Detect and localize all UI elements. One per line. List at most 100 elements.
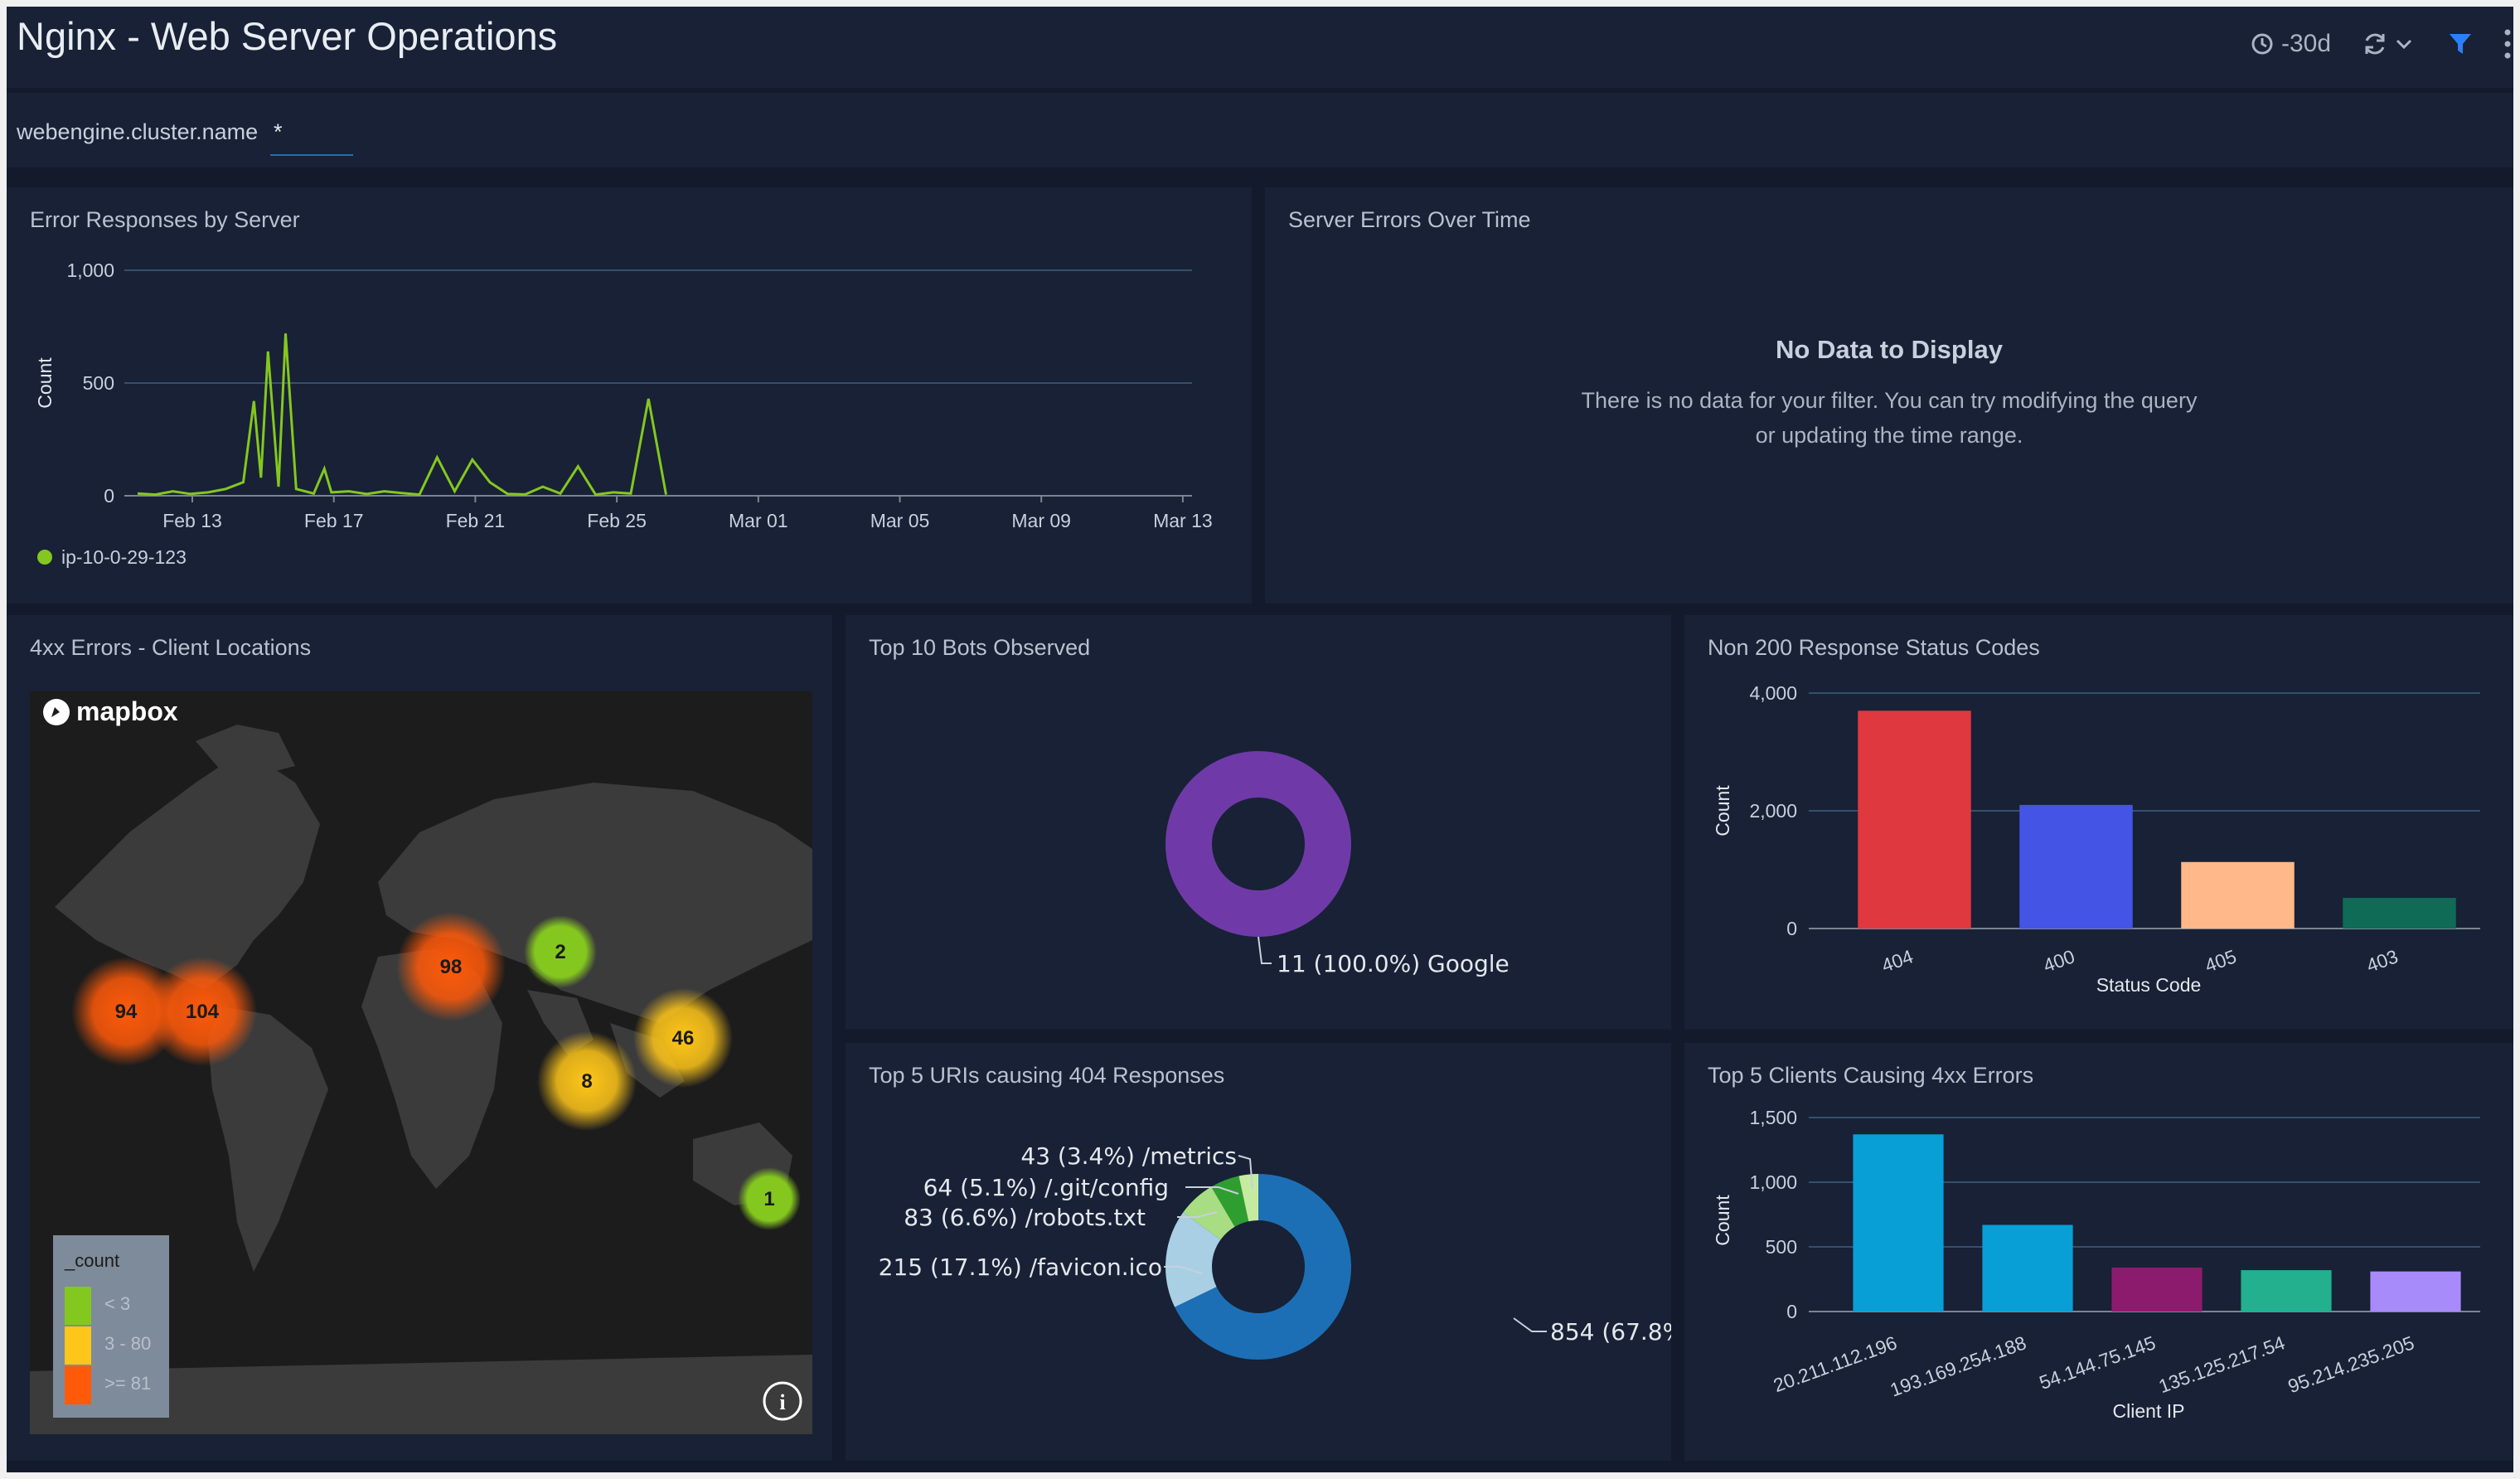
x-tick-label: Mar 05	[870, 510, 930, 531]
bar[interactable]	[2343, 898, 2456, 929]
slice-label: 215 (17.1%) /favicon.ico	[879, 1254, 1162, 1281]
more-options-button[interactable]	[2503, 23, 2512, 65]
slice-label: 64 (5.1%) /.git/config	[923, 1174, 1169, 1201]
legend-item: 3 - 80	[104, 1333, 152, 1354]
donut-slice[interactable]	[1166, 1174, 1351, 1360]
panel-client-locations: 4xx Errors - Client Locations	[7, 615, 832, 1461]
panel-status-codes: Non 200 Response Status Codes 4,000 2,00…	[1684, 615, 2513, 1030]
error-responses-chart: 1,000 500 0 Count Feb 13 Feb 17 Feb 21 Feb …	[34, 259, 1213, 568]
y-tick: 1,000	[1749, 1171, 1797, 1193]
dashboard-header: Nginx - Web Server Operations -30d	[7, 7, 2513, 88]
uris-donut-chart: 854 (67.8%) /.env 215 (17.1%) /favicon.i…	[879, 1142, 1671, 1360]
cluster-count: 2	[555, 941, 565, 963]
cluster-count: 8	[581, 1070, 592, 1093]
panel-title: Top 10 Bots Observed	[869, 635, 1091, 660]
clock-icon	[2251, 33, 2273, 55]
more-vertical-icon	[2504, 29, 2511, 59]
cluster-marker[interactable]	[71, 957, 181, 1066]
time-range-button[interactable]: -30d	[2250, 23, 2331, 65]
bar[interactable]	[1858, 710, 1971, 929]
cluster-count: 46	[672, 1027, 695, 1050]
refresh-button[interactable]	[2361, 23, 2414, 65]
cluster-marker[interactable]	[148, 957, 257, 1066]
bar[interactable]	[2241, 1270, 2332, 1312]
bots-donut-chart: 11 (100.0%) Google	[1166, 751, 1510, 977]
label-leader	[1238, 1155, 1253, 1190]
mapbox-brand: mapbox	[76, 696, 178, 726]
panel-title: Non 200 Response Status Codes	[1708, 635, 2040, 660]
y-tick: 2,000	[1749, 800, 1797, 822]
no-data-message-line1: There is no data for your filter. You ca…	[1581, 388, 2198, 413]
label-leader	[1164, 1266, 1203, 1274]
x-tick-label: Mar 09	[1011, 510, 1071, 531]
bar[interactable]	[2181, 861, 2295, 929]
y-tick: 4,000	[1749, 682, 1797, 704]
legend-item: < 3	[104, 1293, 131, 1314]
bar[interactable]	[2111, 1267, 2203, 1312]
panel-title: Top 5 Clients Causing 4xx Errors	[1708, 1063, 2034, 1088]
bar[interactable]	[1982, 1224, 2073, 1312]
panel-title: Error Responses by Server	[30, 207, 300, 232]
cluster-marker[interactable]	[396, 912, 506, 1021]
panel-title: 4xx Errors - Client Locations	[30, 635, 312, 660]
x-tick-label: 20.211.112.196	[1771, 1331, 1900, 1396]
cluster-count: 104	[186, 1001, 220, 1023]
y-tick: 0	[1786, 918, 1797, 939]
legend-item: >= 81	[104, 1373, 152, 1394]
panel-server-errors: Server Errors Over Time No Data to Displ…	[1265, 187, 2513, 604]
mapbox-logo: mapbox	[41, 696, 178, 727]
map-legend: _count < 3 3 - 80 >= 81	[53, 1235, 169, 1418]
world-map[interactable]: 94 104 98 2 8 46 1 i	[30, 691, 812, 1434]
y-tick: 0	[1786, 1301, 1797, 1322]
x-tick-label: 54.144.75.145	[2037, 1331, 2159, 1394]
x-tick-label: 404	[1878, 945, 1916, 977]
x-tick-label: Mar 13	[1153, 510, 1213, 531]
x-tick-label: 95.214.235.205	[2285, 1331, 2417, 1397]
cluster-marker[interactable]	[524, 915, 597, 988]
legend-title: _count	[65, 1250, 120, 1271]
cluster-count: 1	[763, 1188, 774, 1210]
legend-swatch	[65, 1287, 91, 1325]
cluster-marker[interactable]	[633, 988, 733, 1088]
x-tick-label: Feb 21	[446, 510, 506, 531]
x-tick-label: Feb 13	[162, 510, 222, 531]
legend-marker	[37, 550, 52, 565]
y-axis-label: Count	[1712, 1195, 1733, 1246]
bar[interactable]	[2370, 1271, 2461, 1312]
bar[interactable]	[2019, 804, 2133, 929]
x-tick-label: 135.125.217.54	[2156, 1331, 2288, 1397]
label-leader	[1258, 936, 1272, 964]
y-tick: 1,000	[66, 259, 114, 281]
cluster-count: 94	[115, 1001, 138, 1023]
cluster-marker[interactable]	[537, 1031, 637, 1131]
info-icon[interactable]	[763, 1381, 802, 1421]
chevron-down-icon	[2396, 39, 2412, 50]
panel-bots: Top 10 Bots Observed 11 (100.0%) Google	[846, 615, 1671, 1030]
refresh-icon	[2365, 33, 2385, 55]
label-leader	[1185, 1186, 1239, 1195]
cluster-marker[interactable]	[738, 1167, 801, 1230]
clients-chart: 1,500 1,000 500 0 Count 20.211.112.19619…	[1712, 1107, 2480, 1422]
y-tick: 500	[1766, 1236, 1797, 1258]
legend-swatch	[65, 1326, 91, 1365]
cluster-filter-input[interactable]: *	[270, 113, 353, 156]
donut-slice-google[interactable]	[1166, 751, 1351, 937]
label-leader	[1513, 1317, 1547, 1332]
y-tick: 1,500	[1749, 1107, 1797, 1128]
panel-title: Server Errors Over Time	[1288, 207, 1531, 232]
x-axis-label: Status Code	[2096, 974, 2202, 996]
no-data-message-line2: or updating the time range.	[1755, 423, 2023, 448]
donut-slice[interactable]	[1166, 1174, 1351, 1360]
y-axis-label: Count	[34, 357, 56, 409]
slice-label: 854 (67.8%) /.env	[1550, 1318, 1671, 1346]
x-tick-label: 403	[2363, 945, 2401, 977]
filter-value: *	[274, 119, 283, 144]
info-icon-glyph: i	[779, 1390, 785, 1414]
filter-button[interactable]	[2447, 23, 2474, 65]
no-data-title: No Data to Display	[1776, 335, 2003, 364]
legend-label[interactable]: ip-10-0-29-123	[61, 546, 187, 568]
legend-swatch	[65, 1366, 91, 1404]
bar[interactable]	[1853, 1134, 1944, 1312]
slice-label: 43 (3.4%) /metrics	[1020, 1142, 1237, 1170]
page-title: Nginx - Web Server Operations	[17, 14, 558, 58]
